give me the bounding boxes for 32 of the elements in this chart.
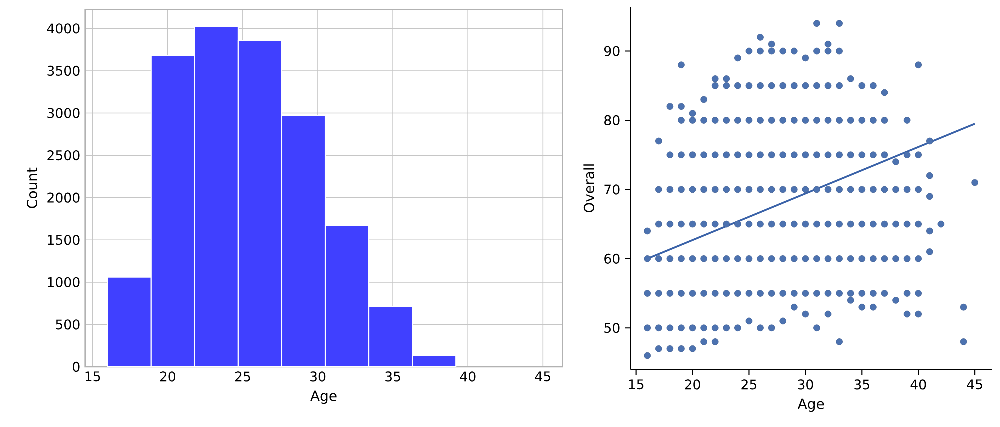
x-tick-label: 25 bbox=[742, 380, 757, 390]
x-tick-label: 20 bbox=[685, 380, 700, 390]
x-axis-title: Age bbox=[798, 398, 824, 412]
y-tick-label: 90 bbox=[604, 46, 620, 56]
y-tick-label: 70 bbox=[604, 184, 620, 195]
y-tick-label: 60 bbox=[604, 254, 620, 264]
x-tick-label: 30 bbox=[310, 372, 326, 382]
y-axis-title: Count bbox=[26, 168, 38, 208]
x-tick-label: 20 bbox=[160, 372, 176, 382]
y-tick-label: 3000 bbox=[48, 108, 80, 118]
x-tick-label: 45 bbox=[967, 380, 982, 390]
x-tick-label: 40 bbox=[460, 372, 476, 382]
x-tick-label: 30 bbox=[798, 380, 814, 390]
x-tick-label: 15 bbox=[629, 380, 644, 390]
x-tick-label: 40 bbox=[910, 380, 926, 390]
x-tick-label: 45 bbox=[535, 372, 550, 382]
x-tick-label: 35 bbox=[854, 380, 870, 390]
y-tick-label: 1000 bbox=[48, 277, 80, 288]
y-axis-title: Overall bbox=[584, 164, 594, 213]
y-tick-label: 50 bbox=[604, 323, 620, 334]
y-tick-label: 3500 bbox=[48, 66, 80, 76]
x-tick-label: 25 bbox=[235, 372, 250, 382]
x-tick-label: 15 bbox=[86, 372, 100, 382]
y-tick-label: 500 bbox=[56, 320, 80, 330]
x-tick-label: 35 bbox=[386, 372, 400, 382]
y-tick-label: 1500 bbox=[48, 235, 80, 246]
y-tick-label: 2500 bbox=[48, 150, 80, 161]
y-tick-label: 4000 bbox=[47, 24, 80, 34]
x-axis-title: Age bbox=[310, 390, 337, 404]
y-tick-label: 80 bbox=[604, 115, 620, 126]
y-tick-label: 2000 bbox=[48, 192, 80, 203]
y-tick-label: 0 bbox=[73, 362, 80, 372]
